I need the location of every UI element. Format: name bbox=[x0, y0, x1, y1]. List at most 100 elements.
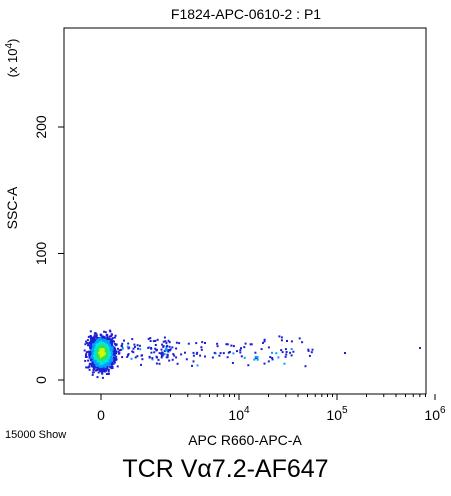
event-dot bbox=[86, 342, 89, 344]
event-dot bbox=[108, 363, 111, 366]
event-dot bbox=[95, 333, 98, 336]
event-dot bbox=[97, 349, 100, 352]
event-dot bbox=[94, 357, 96, 360]
event-dot bbox=[162, 352, 164, 355]
chart-title: F1824-APC-0610-2 : P1 bbox=[171, 6, 321, 22]
event-dot bbox=[102, 344, 105, 347]
event-dot bbox=[110, 359, 113, 362]
event-dot bbox=[85, 366, 88, 369]
event-dot bbox=[109, 341, 112, 344]
event-dot bbox=[84, 343, 87, 346]
event-dot bbox=[201, 341, 204, 344]
event-dot bbox=[180, 353, 183, 356]
event-dot bbox=[93, 334, 96, 337]
event-dot bbox=[161, 354, 164, 357]
event-dot bbox=[101, 371, 104, 374]
event-dot bbox=[92, 371, 95, 374]
event-dot bbox=[110, 338, 113, 341]
event-dot bbox=[95, 363, 98, 366]
event-dot bbox=[98, 342, 101, 345]
event-dot bbox=[109, 353, 112, 356]
event-dot bbox=[90, 339, 92, 342]
event-dot bbox=[85, 353, 88, 356]
event-dot bbox=[113, 340, 115, 343]
event-dot bbox=[262, 341, 264, 344]
x-tick-label: 0 bbox=[97, 407, 105, 423]
event-dot bbox=[225, 343, 228, 346]
event-dot bbox=[290, 340, 293, 343]
event-dot bbox=[168, 341, 171, 344]
event-dot bbox=[195, 352, 198, 355]
event-dot bbox=[263, 340, 266, 343]
event-dot bbox=[105, 362, 108, 365]
event-dot bbox=[90, 336, 93, 339]
event-dot bbox=[171, 358, 174, 361]
event-dot bbox=[94, 344, 97, 347]
event-dot bbox=[191, 364, 193, 367]
event-dot bbox=[168, 345, 171, 348]
event-dot bbox=[95, 347, 98, 349]
event-dot bbox=[119, 349, 121, 352]
event-dot bbox=[113, 346, 116, 349]
event-dot bbox=[168, 359, 171, 362]
event-dot bbox=[95, 340, 98, 343]
event-dot bbox=[85, 351, 88, 354]
event-dot bbox=[101, 365, 104, 368]
event-dot bbox=[284, 355, 287, 358]
event-dot bbox=[290, 348, 293, 350]
y-tick-label: 0 bbox=[33, 376, 49, 384]
event-dot bbox=[88, 355, 91, 357]
event-dot bbox=[106, 350, 109, 353]
event-dot bbox=[94, 364, 96, 367]
event-dot bbox=[236, 350, 238, 353]
event-dot bbox=[226, 343, 229, 346]
event-dot bbox=[93, 367, 96, 370]
event-dot bbox=[110, 335, 113, 338]
event-dot bbox=[94, 358, 97, 361]
event-dot bbox=[94, 366, 97, 369]
event-dot bbox=[99, 338, 102, 341]
event-dot bbox=[90, 350, 93, 353]
y-multiplier-exponent: 4 bbox=[4, 43, 15, 49]
event-dot bbox=[92, 366, 95, 369]
event-dot bbox=[154, 339, 157, 342]
event-dot bbox=[117, 347, 119, 350]
event-dot bbox=[110, 362, 113, 365]
event-dot bbox=[127, 342, 130, 345]
event-dot bbox=[161, 343, 164, 346]
event-dot bbox=[168, 349, 171, 351]
event-dot bbox=[113, 354, 116, 356]
event-dot bbox=[93, 336, 96, 339]
event-dot bbox=[100, 344, 103, 347]
event-dot bbox=[111, 367, 114, 369]
event-dot bbox=[90, 356, 93, 359]
event-dot bbox=[111, 348, 114, 351]
event-dot bbox=[107, 373, 110, 375]
event-dot bbox=[103, 337, 106, 340]
event-dot bbox=[113, 358, 116, 361]
event-dot bbox=[109, 347, 112, 350]
event-dot bbox=[163, 350, 166, 353]
event-dot bbox=[104, 366, 107, 369]
event-dot bbox=[91, 373, 94, 376]
event-dot bbox=[91, 361, 94, 364]
event-dot bbox=[85, 340, 87, 343]
event-dot bbox=[100, 353, 103, 355]
event-dot bbox=[110, 350, 113, 353]
event-dots bbox=[83, 329, 421, 379]
event-dot bbox=[153, 351, 156, 354]
event-dot bbox=[109, 335, 111, 338]
event-dot bbox=[192, 351, 195, 354]
event-dot bbox=[97, 355, 100, 358]
event-dot bbox=[104, 369, 107, 372]
event-dot bbox=[147, 337, 150, 340]
event-dot bbox=[192, 360, 195, 363]
event-dot bbox=[160, 352, 163, 355]
event-dot bbox=[171, 346, 174, 349]
event-dot bbox=[260, 348, 263, 351]
event-dot bbox=[111, 363, 114, 366]
event-dot bbox=[99, 341, 102, 344]
event-dot bbox=[254, 351, 257, 354]
event-dot bbox=[263, 362, 266, 365]
